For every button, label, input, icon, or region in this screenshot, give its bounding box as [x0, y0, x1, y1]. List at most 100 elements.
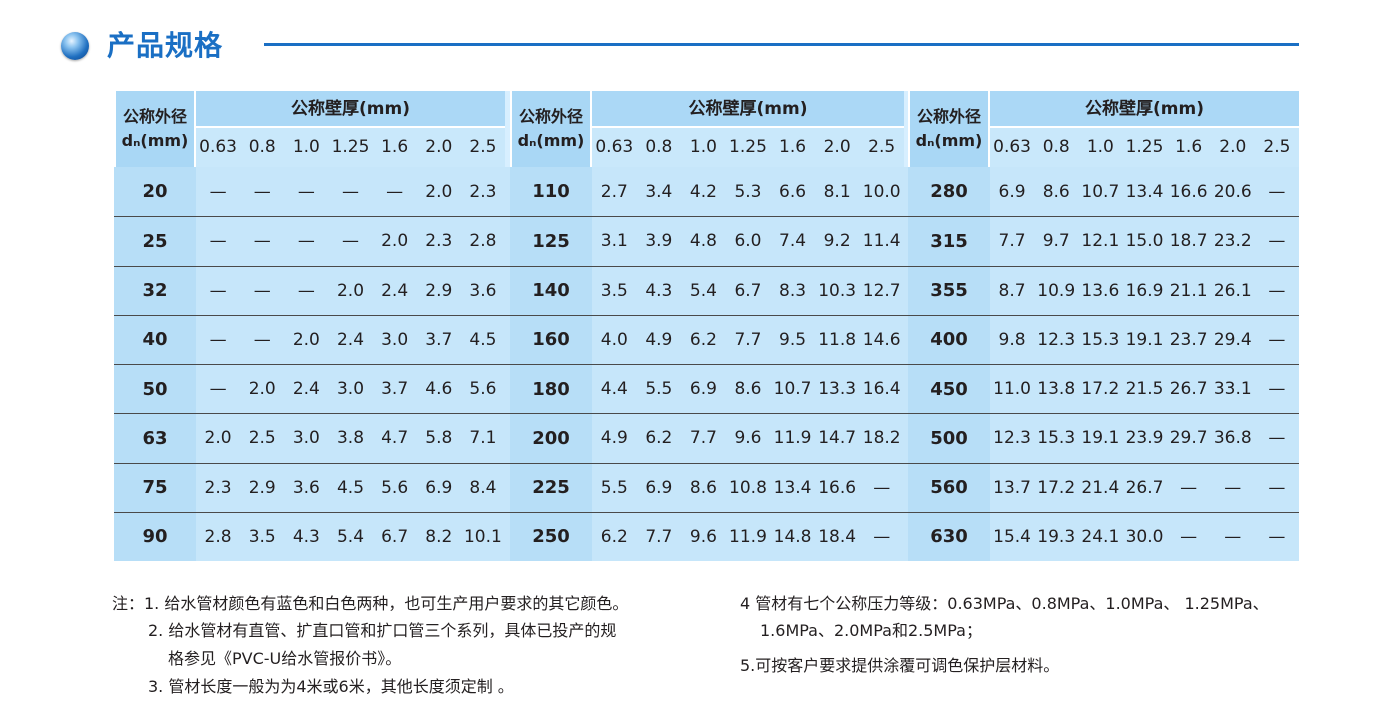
thickness-value: 23.2	[1213, 231, 1252, 252]
thickness-value: 3.1	[600, 231, 628, 252]
thickness-value: 10.7	[1081, 181, 1120, 202]
thickness-value: —	[253, 329, 271, 350]
thickness-col-header: 1.0	[681, 128, 726, 167]
thickness-value: 2.0	[292, 329, 320, 350]
thickness-value: —	[1268, 526, 1286, 547]
thickness-col-header: 1.6	[770, 128, 815, 167]
dn-header: 公称外径 dₙ(mm)	[114, 91, 196, 167]
thickness-value: 5.8	[425, 428, 453, 449]
thickness-col-header: 2.5	[1254, 128, 1299, 167]
dn-value: 280	[908, 167, 990, 217]
thickness-value: 4.4	[600, 379, 628, 400]
dn-value: 20	[114, 167, 196, 217]
thickness-value: 10.3	[818, 280, 857, 301]
dn-value: 140	[510, 266, 592, 315]
title-bullet-icon	[61, 32, 89, 60]
dn-value: 630	[908, 512, 990, 561]
thickness-value: 10.7	[773, 379, 812, 400]
dn-value: 40	[114, 315, 196, 364]
thickness-value: 4.3	[645, 280, 673, 301]
thickness-value: —	[1268, 477, 1286, 498]
thickness-value: 2.8	[469, 231, 497, 252]
thickness-value: —	[1268, 329, 1286, 350]
thickness-value: 3.0	[336, 379, 365, 400]
thickness-value: 2.4	[381, 280, 409, 301]
thickness-value: 2.3	[204, 477, 232, 498]
dn-value: 110	[510, 167, 592, 217]
thickness-value: 13.8	[1037, 379, 1076, 400]
thickness-value: 12.3	[1037, 329, 1076, 350]
table-row: 75 2.3 2.9 3.6 4.5 5.6 6.9 8.4 225 5.5 6.9 8.6 10.8 1…	[114, 462, 1299, 512]
thickness-value: —	[1268, 428, 1286, 449]
thickness-value: 2.3	[469, 181, 497, 202]
thickness-col-header: 1.6	[1166, 128, 1211, 167]
dn-header-label: 公称外径	[122, 107, 187, 126]
thickness-value: 3.5	[600, 280, 628, 301]
thickness-value: 12.7	[862, 280, 901, 301]
dn-value: 500	[908, 414, 990, 463]
thickness-value: 6.0	[734, 231, 762, 252]
thickness-value: 19.1	[1081, 428, 1120, 449]
thickness-col-header: 1.6	[372, 128, 417, 167]
thickness-value: 3.0	[381, 329, 409, 350]
dn-header-unit: dₙ(mm)	[517, 131, 585, 150]
thickness-value: 15.3	[1081, 329, 1120, 350]
note-4-cont: 1.6MPa、2.0MPa和2.5MPa；	[760, 621, 982, 640]
thickness-value: —	[1268, 379, 1286, 400]
dn-value: 225	[510, 463, 592, 512]
table-row: 63 2.0 2.5 3.0 3.8 4.7 5.8 7.1 200 4.9 6.2 7.7 9.6 11…	[114, 413, 1299, 463]
table-header: 公称外径 dₙ(mm) 公称壁厚(mm) 0.63 0.8 1.0 1.25 1.6 2.0 2.…	[114, 91, 1299, 167]
thickness-value: 6.2	[600, 526, 628, 547]
thickness-value: 17.2	[1037, 477, 1076, 498]
thickness-value: 4.9	[600, 428, 628, 449]
note-2-cont: 格参见《PVC-U给水管报价书》。	[168, 649, 402, 668]
thickness-value: 8.6	[1042, 181, 1070, 202]
table-row: 20 — — — — — 2.0 2.3 110 2.7 3.4 4.2 5.3 6.6 8.1 10.0 28…	[114, 167, 1299, 217]
thickness-value: 16.6	[818, 477, 857, 498]
thickness-value: 33.1	[1213, 379, 1252, 400]
thickness-col-header: 2.0	[814, 128, 860, 167]
thickness-value: 6.9	[425, 477, 453, 498]
thickness-value: 15.0	[1125, 231, 1164, 252]
thickness-value: 6.9	[645, 477, 673, 498]
note-5: 5.可按客户要求提供涂覆可调色保护层材料。	[740, 656, 1060, 675]
dn-header-unit: dₙ(mm)	[915, 131, 983, 150]
thickness-value: 2.0	[381, 231, 409, 252]
thickness-col-header: 2.5	[460, 128, 505, 167]
thickness-value: 9.7	[1042, 231, 1070, 252]
thickness-value: —	[873, 477, 891, 498]
thickness-value: —	[253, 231, 271, 252]
thickness-col-header: 1.25	[1122, 128, 1167, 167]
thickness-value: —	[1180, 477, 1198, 498]
thickness-value: 14.6	[862, 329, 901, 350]
dn-value: 200	[510, 414, 592, 463]
thickness-value: 21.1	[1169, 280, 1208, 301]
thickness-value: 11.4	[862, 231, 901, 252]
dn-value: 450	[908, 365, 990, 414]
thickness-value: 17.2	[1081, 379, 1120, 400]
table-row: 40 — — 2.0 2.4 3.0 3.7 4.5 160 4.0 4.9 6.2 7.7 9.5 11.…	[114, 314, 1299, 364]
thickness-col-header: 1.25	[725, 128, 771, 167]
dn-value: 125	[510, 217, 592, 266]
thickness-value: 16.6	[1169, 181, 1208, 202]
thickness-value: 2.0	[425, 181, 453, 202]
thickness-col-header: 0.8	[240, 128, 285, 167]
note-3: 3. 管材长度一般为为4米或6米，其他长度须定制 。	[148, 677, 514, 696]
thickness-value: 18.4	[818, 526, 857, 547]
dn-value: 180	[510, 365, 592, 414]
thickness-value: 4.5	[469, 329, 497, 350]
thickness-value: 4.0	[600, 329, 628, 350]
thickness-value: 3.5	[248, 526, 276, 547]
thickness-value: 2.0	[248, 379, 276, 400]
thickness-value: 9.5	[779, 329, 807, 350]
thickness-col-header: 0.63	[196, 128, 241, 167]
note-4: 4 管材有七个公称压力等级：0.63MPa、0.8MPa、1.0MPa、 1.2…	[740, 594, 1269, 613]
dn-value: 50	[114, 365, 196, 414]
thickness-value: —	[873, 526, 891, 547]
thickness-value: 11.9	[773, 428, 812, 449]
note-2: 2. 给水管材有直管、扩直口管和扩口管三个系列，具体已投产的规	[148, 621, 617, 640]
thickness-value: 13.7	[993, 477, 1031, 498]
spec-table: 公称外径 dₙ(mm) 公称壁厚(mm) 0.63 0.8 1.0 1.25 1.6 2.0 2.…	[114, 91, 1299, 561]
thickness-value: —	[1268, 231, 1286, 252]
thickness-value: 5.6	[469, 379, 497, 400]
